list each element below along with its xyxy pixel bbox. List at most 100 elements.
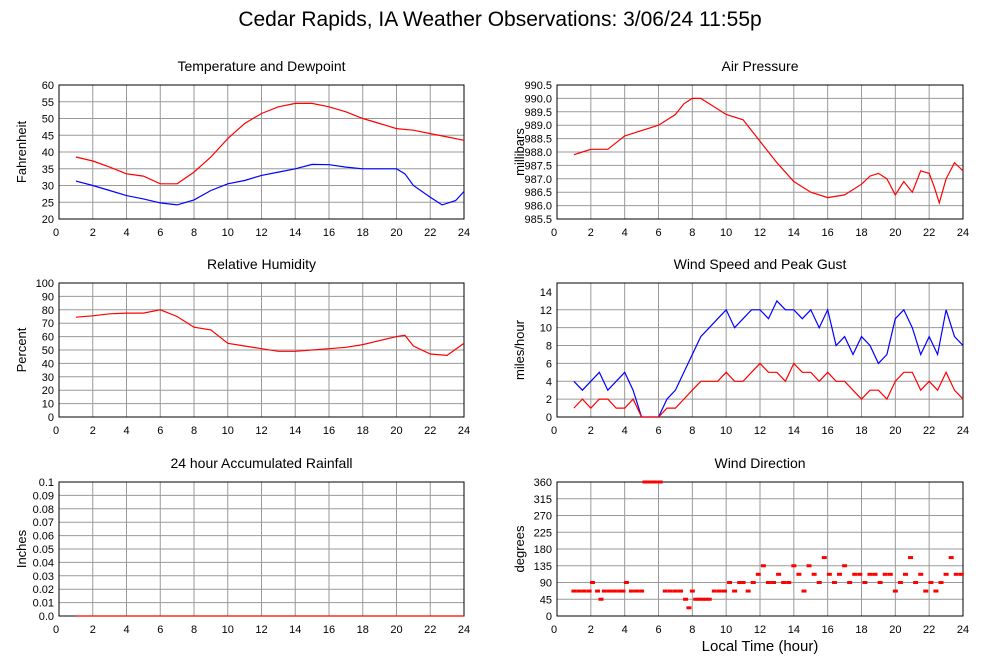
- direction-point: [831, 581, 837, 584]
- direction-point: [847, 581, 853, 584]
- pressure-ylabel: millibars: [512, 128, 527, 176]
- direction-point: [706, 597, 712, 601]
- y-tick-label: 360: [534, 477, 552, 489]
- x-tick-label: 0: [551, 227, 557, 239]
- y-tick-label: 8: [546, 341, 552, 353]
- direction-point: [918, 572, 924, 576]
- y-tick-label: 988.5: [524, 134, 552, 146]
- direction-point: [791, 564, 797, 568]
- direction-plot-frame: [556, 481, 964, 617]
- y-tick-label: 986.0: [524, 201, 552, 213]
- x-tick-label: 24: [458, 624, 470, 636]
- x-tick-label: 0: [551, 425, 557, 437]
- temp-series-red: [75, 102, 465, 185]
- y-tick-label: 987.5: [524, 160, 552, 172]
- direction-point: [842, 564, 848, 568]
- x-tick-label: 2: [90, 425, 96, 437]
- x-tick-label: 16: [822, 624, 834, 636]
- x-tick-label: 22: [923, 624, 935, 636]
- direction-point: [933, 589, 939, 593]
- x-tick-label: 14: [289, 425, 301, 437]
- direction-point: [601, 589, 607, 593]
- direction-point: [620, 589, 626, 593]
- y-tick-label: 70: [42, 318, 54, 330]
- x-tick-label: 8: [689, 425, 695, 437]
- wind-series-red: [573, 362, 964, 418]
- direction-point: [958, 572, 964, 576]
- direction-point: [716, 589, 722, 593]
- temp-plot-frame: [58, 84, 465, 220]
- direction-point: [852, 572, 858, 576]
- wind-plot-frame: [556, 282, 964, 418]
- y-tick-label: 0: [48, 412, 54, 424]
- y-tick-label: 40: [42, 358, 54, 370]
- direction-point: [913, 581, 919, 584]
- x-tick-label: 8: [191, 425, 197, 437]
- x-tick-label: 18: [357, 425, 369, 437]
- y-tick-label: 60: [42, 332, 54, 344]
- y-tick-label: 6: [546, 358, 552, 370]
- y-tick-label: 989.5: [524, 107, 552, 119]
- y-tick-label: 80: [42, 305, 54, 317]
- direction-point: [657, 480, 663, 484]
- y-tick-label: 25: [42, 197, 54, 209]
- direction-point: [703, 597, 709, 601]
- x-tick-label: 2: [588, 624, 594, 636]
- direction-point: [606, 589, 612, 593]
- x-tick-label: 4: [123, 624, 129, 636]
- x-tick-label: 6: [157, 425, 163, 437]
- x-tick-label: 20: [889, 227, 901, 239]
- x-tick-label: 12: [754, 227, 766, 239]
- direction-point: [677, 589, 683, 593]
- direction-point: [902, 572, 908, 576]
- x-tick-label: 6: [655, 425, 661, 437]
- y-tick-label: 20: [42, 214, 54, 226]
- x-tick-label: 10: [720, 227, 732, 239]
- direction-point: [612, 589, 618, 593]
- direction-point: [634, 589, 640, 593]
- wind-ylabel: miles/hour: [512, 319, 527, 380]
- x-tick-label: 22: [424, 624, 436, 636]
- y-tick-label: 989.0: [524, 120, 552, 132]
- x-tick-label: 24: [957, 227, 969, 239]
- direction-point: [872, 572, 878, 576]
- direction-point: [581, 589, 587, 593]
- x-tick-label: 18: [855, 624, 867, 636]
- x-tick-label: 20: [889, 425, 901, 437]
- y-tick-label: 50: [42, 345, 54, 357]
- direction-point: [821, 556, 827, 560]
- humidity-ylabel: Percent: [14, 327, 29, 372]
- y-tick-label: 988.0: [524, 147, 552, 159]
- x-tick-label: 24: [458, 227, 470, 239]
- direction-point: [598, 597, 604, 601]
- direction-point: [862, 581, 868, 584]
- y-tick-label: 0.1: [39, 477, 54, 489]
- y-tick-label: 0.04: [33, 557, 54, 569]
- y-tick-label: 987.0: [524, 174, 552, 186]
- x-tick-label: 20: [390, 425, 402, 437]
- y-tick-label: 20: [42, 385, 54, 397]
- x-tick-label: 14: [788, 624, 800, 636]
- direction-point: [811, 572, 817, 576]
- y-tick-label: 180: [534, 544, 552, 556]
- y-tick-label: 0.02: [33, 584, 54, 596]
- x-tick-label: 2: [90, 624, 96, 636]
- y-tick-label: 225: [534, 527, 552, 539]
- direction-point: [667, 589, 673, 593]
- direction-point: [867, 572, 873, 576]
- pressure-plot-frame: [556, 84, 964, 220]
- y-tick-label: 90: [42, 291, 54, 303]
- direction-point: [776, 572, 782, 576]
- x-tick-label: 20: [390, 624, 402, 636]
- direction-point: [727, 581, 733, 584]
- x-tick-label: 8: [689, 227, 695, 239]
- direction-point: [938, 581, 944, 584]
- x-tick-label: 24: [957, 425, 969, 437]
- y-tick-label: 14: [540, 287, 552, 299]
- direction-point: [826, 572, 832, 576]
- direction-point: [801, 589, 807, 593]
- y-tick-label: 10: [42, 399, 54, 411]
